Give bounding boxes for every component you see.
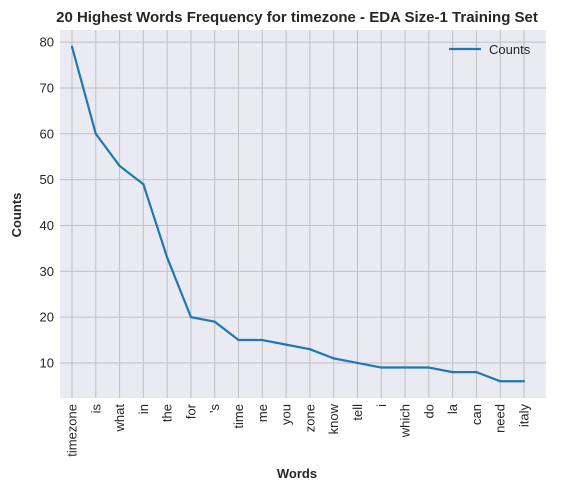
- data-point-zone: [308, 348, 311, 351]
- data-point-what: [118, 164, 121, 167]
- data-point-need: [499, 380, 502, 383]
- x-tick-label: zone: [302, 404, 317, 432]
- x-tick-label: need: [493, 404, 508, 433]
- x-tick-label: in: [136, 404, 151, 414]
- y-axis-ticks: 10 20 30 40 50 60 70 80: [40, 35, 54, 371]
- x-tick-label: can: [469, 404, 484, 425]
- y-tick-label: 10: [40, 355, 54, 370]
- x-tick-label: la: [445, 403, 460, 414]
- data-point-know: [332, 357, 335, 360]
- data-point-can: [475, 371, 478, 374]
- grid: [60, 30, 546, 398]
- y-tick-label: 20: [40, 310, 54, 325]
- data-point-do: [427, 366, 430, 369]
- data-point-you: [285, 343, 288, 346]
- data-point-which: [403, 366, 407, 369]
- series-line-counts: [70, 46, 524, 383]
- data-point-'s: [213, 320, 216, 323]
- y-tick-label: 40: [40, 218, 54, 233]
- data-point-la: [451, 371, 454, 374]
- x-tick-label: tell: [350, 404, 365, 421]
- y-tick-label: 50: [40, 172, 54, 187]
- y-tick-label: 30: [40, 264, 54, 279]
- data-point-me: [261, 338, 264, 342]
- x-tick-label: for: [183, 403, 198, 419]
- data-point-is: [94, 132, 97, 135]
- x-tick-label: do: [421, 404, 436, 418]
- data-point-italy: [522, 380, 526, 383]
- y-tick-label: 70: [40, 80, 54, 95]
- x-axis-label: Words: [277, 466, 317, 481]
- x-tick-label: know: [326, 403, 341, 434]
- y-tick-label: 80: [40, 35, 54, 50]
- chart-title: 20 Highest Words Frequency for timezone …: [56, 9, 538, 26]
- legend-label: Counts: [489, 42, 531, 57]
- x-tick-label: the: [160, 404, 175, 422]
- y-tick-label: 60: [40, 126, 54, 141]
- x-tick-label: italy: [517, 404, 532, 428]
- data-point-the: [166, 256, 169, 259]
- data-points: [70, 45, 526, 383]
- x-tick-label: which: [398, 404, 413, 438]
- x-tick-label: timezone: [65, 404, 80, 457]
- x-tick-label: me: [255, 404, 270, 422]
- x-tick-label: you: [279, 404, 294, 425]
- x-tick-label: what: [112, 404, 127, 433]
- y-axis-label: Counts: [9, 193, 24, 238]
- data-point-in: [142, 183, 145, 186]
- plot-area: [60, 30, 546, 398]
- data-point-for: [189, 316, 193, 319]
- x-tick-label: i: [374, 404, 389, 407]
- data-point-timezone: [70, 45, 74, 48]
- data-point-tell: [356, 361, 359, 365]
- x-tick-label: 's: [207, 404, 222, 413]
- x-tick-label: time: [231, 404, 246, 429]
- data-point-time: [237, 338, 240, 342]
- legend: Counts: [449, 42, 531, 57]
- x-tick-label: is: [88, 404, 103, 414]
- x-axis-ticks: timezone is what in the for 's time me you zone kno…: [65, 403, 532, 457]
- data-point-i: [380, 366, 383, 369]
